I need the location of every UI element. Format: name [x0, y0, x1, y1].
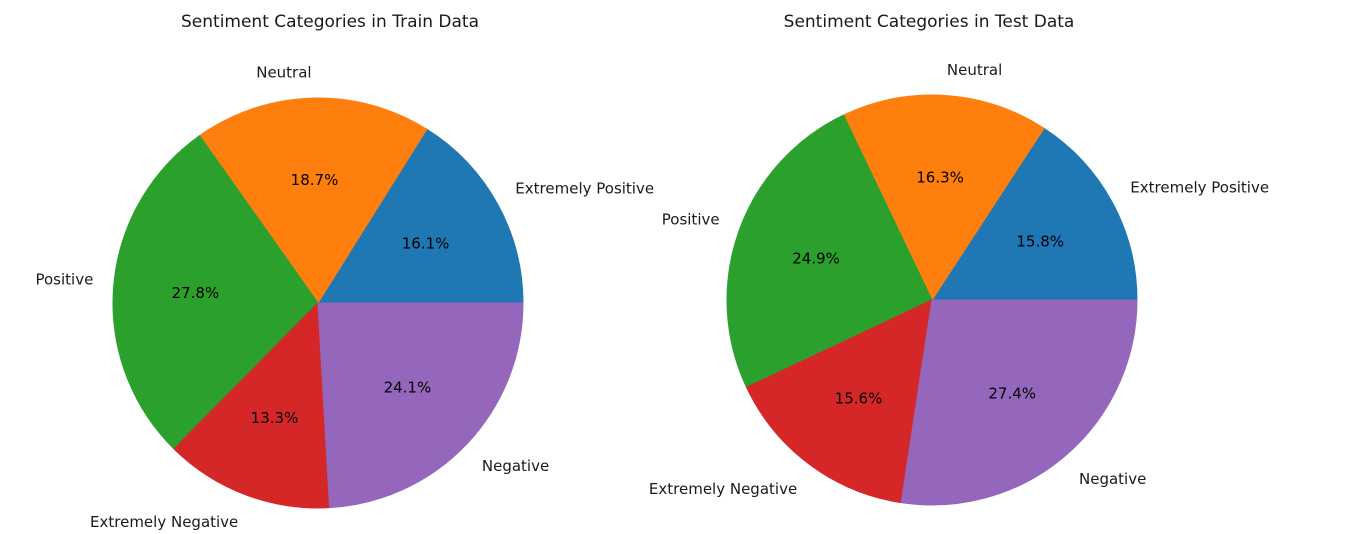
pie-percent-neutral: 16.3%: [916, 168, 964, 186]
pie-slice-negative: [900, 299, 1138, 506]
pie-label-positive: Positive: [662, 210, 720, 228]
pie-label-positive: Positive: [35, 271, 93, 289]
pie-percent-neutral: 18.7%: [291, 171, 339, 189]
pie-train: 16.1% Extremely Positive 18.7% Neutral 27.8%…: [35, 64, 654, 531]
pie-label-neutral: Neutral: [256, 64, 311, 82]
pie-slice-extremely-positive: [931, 127, 1138, 301]
pie-test: 15.8% Extremely Positive 16.3% Neutral 24.9%…: [649, 61, 1269, 506]
pie-percent-extremely-positive: 15.8%: [1016, 232, 1064, 250]
pie-label-extremely-negative: Extremely Negative: [649, 480, 797, 498]
pie-percent-extremely-negative: 15.6%: [835, 390, 883, 408]
pie-label-negative: Negative: [1079, 470, 1146, 488]
pie-percent-extremely-negative: 13.3%: [251, 409, 299, 427]
pie-percent-negative: 27.4%: [988, 384, 1036, 402]
pie-slice-neutral: [198, 97, 428, 304]
chart-title-test: Sentiment Categories in Test Data: [783, 12, 1075, 32]
pie-percent-positive: 24.9%: [792, 250, 840, 268]
pie-slice-neutral: [842, 94, 1045, 302]
pie-label-extremely-positive: Extremely Positive: [515, 180, 654, 198]
pie-slice-extremely-negative: [745, 299, 933, 504]
pie-percent-extremely-positive: 16.1%: [402, 234, 450, 252]
pie-percent-negative: 24.1%: [384, 379, 432, 397]
pie-slice-extremely-positive: [317, 128, 524, 304]
pie-label-negative: Negative: [482, 457, 549, 475]
pie-label-extremely-negative: Extremely Negative: [90, 513, 238, 531]
pie-slice-extremely-negative: [173, 301, 331, 509]
pie-slice-negative: [317, 302, 524, 509]
pie-slice-positive: [726, 114, 933, 388]
chart-title-train: Sentiment Categories in Train Data: [181, 12, 479, 32]
pie-slice-positive: [112, 134, 319, 450]
pie-percent-positive: 27.8%: [172, 284, 220, 302]
pie-label-extremely-positive: Extremely Positive: [1130, 179, 1269, 197]
pie-label-neutral: Neutral: [947, 61, 1002, 79]
